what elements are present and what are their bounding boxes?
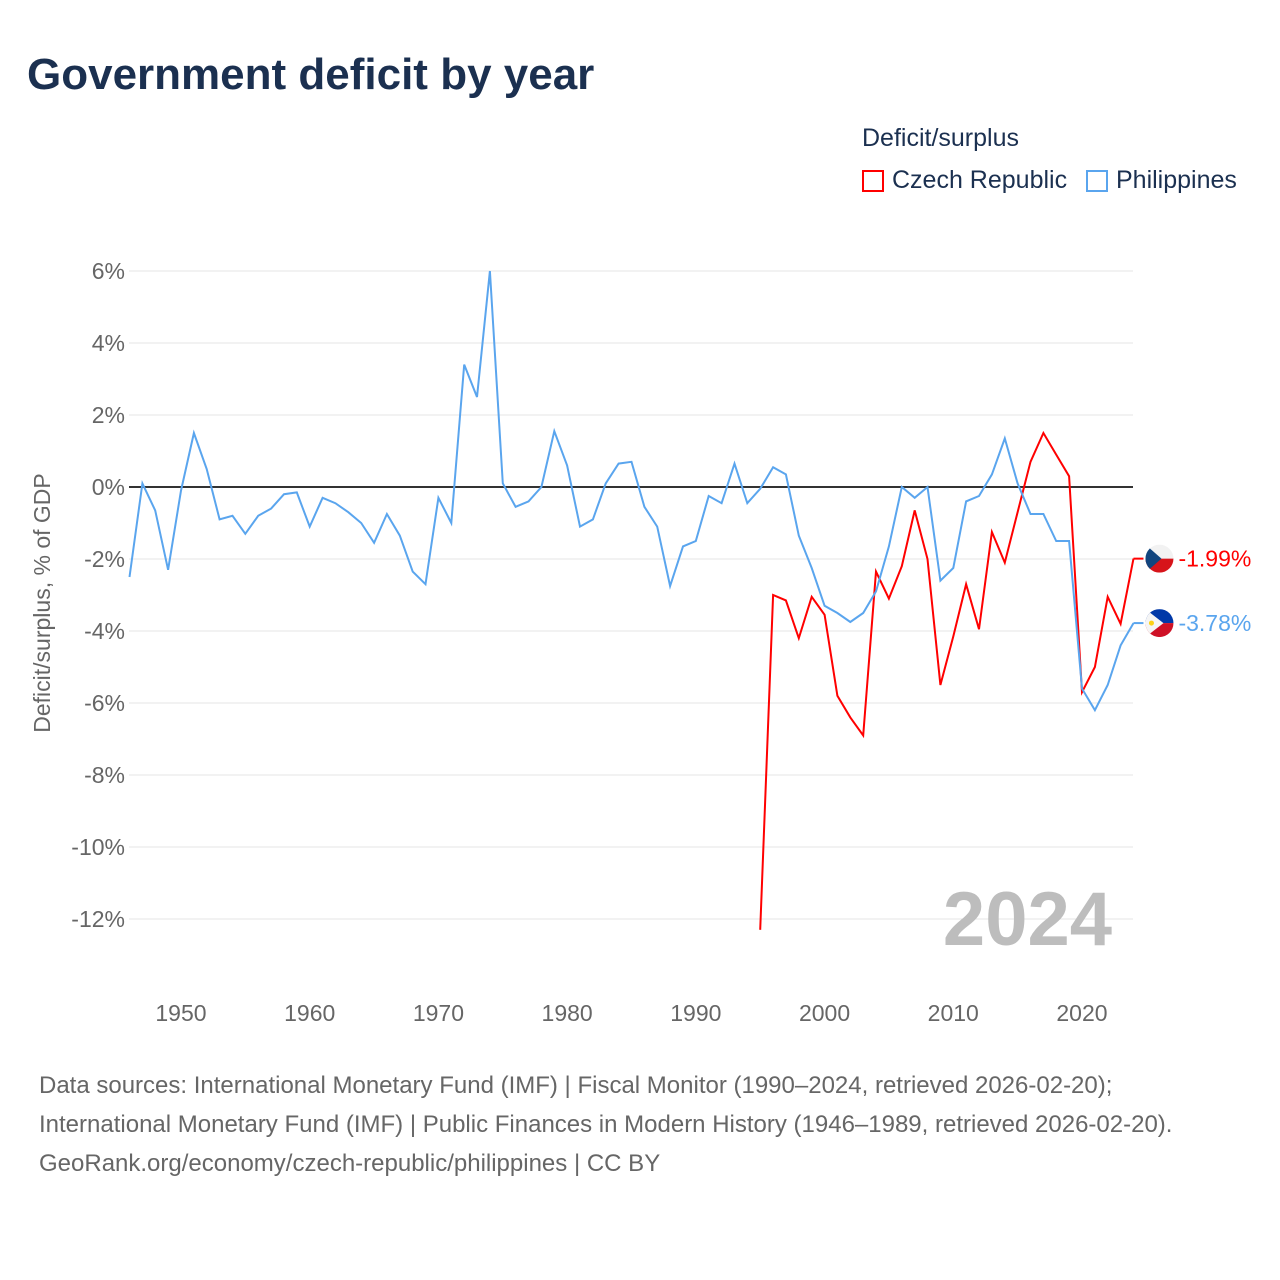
y-tick-label: -2% (84, 546, 125, 572)
x-tick-label: 2000 (799, 1000, 850, 1026)
x-tick-label: 1960 (284, 1000, 335, 1026)
series-line-czech-republic (759, 430, 1135, 930)
x-tick-label: 2020 (1056, 1000, 1107, 1026)
x-tick-label: 1950 (155, 1000, 206, 1026)
series-line-philippines (128, 270, 1135, 713)
data-sources-text: Data sources: International Monetary Fun… (39, 1072, 1173, 1138)
legend-label: Czech Republic (892, 166, 1068, 194)
line-chart: 6% 4% 2% 0% -2% -4% -6% -8% -10% -12% 1950 1960 1970… (29, 258, 1251, 1026)
attribution-link[interactable]: GeoRank.org/economy/czech-republic/phili… (39, 1150, 661, 1177)
x-tick-label: 1990 (670, 1000, 721, 1026)
legend-swatch (862, 169, 884, 192)
end-value-label: -1.99% (1178, 546, 1251, 572)
legend-swatch (1086, 169, 1108, 192)
legend-label: Philippines (1116, 166, 1237, 194)
y-tick-label: 6% (92, 258, 125, 284)
y-axis-label: Deficit/surplus, % of GDP (29, 473, 55, 732)
y-tick-label: 2% (92, 402, 125, 428)
year-watermark: 2024 (943, 877, 1112, 962)
end-value-label: -3.78% (1178, 610, 1251, 636)
czech-flag-icon (1145, 544, 1174, 573)
legend-title: Deficit/surplus (862, 124, 1019, 152)
legend-item-czech-republic[interactable]: Czech Republic (862, 166, 1067, 195)
y-tick-label: -4% (84, 618, 125, 644)
y-tick-label: 0% (92, 474, 125, 500)
x-tick-label: 1980 (542, 1000, 593, 1026)
legend-item-philippines[interactable]: Philippines (1086, 166, 1237, 195)
philippines-flag-icon (1145, 609, 1174, 638)
y-tick-label: -10% (71, 834, 125, 860)
y-tick-label: -8% (84, 762, 125, 788)
sources: Data sources: International Monetary Fun… (39, 1066, 1239, 1183)
y-tick-label: -6% (84, 690, 125, 716)
chart-title: Government deficit by year (27, 50, 595, 99)
y-tick-label: 4% (92, 330, 125, 356)
x-tick-label: 2010 (928, 1000, 979, 1026)
x-tick-label: 1970 (413, 1000, 464, 1026)
y-tick-label: -12% (71, 906, 125, 932)
